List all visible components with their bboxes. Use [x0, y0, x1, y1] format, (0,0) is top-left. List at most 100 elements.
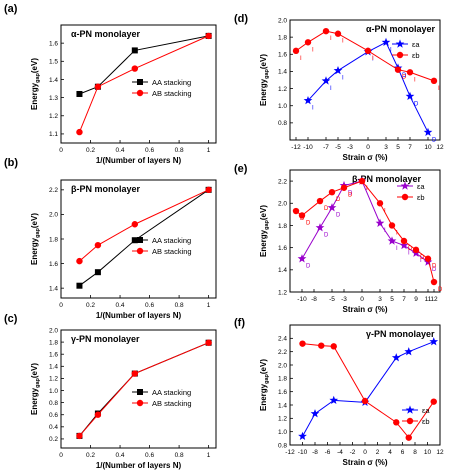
series-line-0: [307, 41, 429, 133]
data-point: [205, 32, 212, 40]
panel-label: (f): [234, 317, 245, 329]
data-point: [298, 212, 306, 219]
y-tick-label: 1.8: [278, 376, 287, 383]
data-point: [429, 337, 439, 346]
y-tick-label: 1.4: [49, 285, 58, 292]
panel-label: (d): [234, 13, 248, 25]
x-tick-label: -12: [285, 449, 295, 456]
chart-title: β-PN monolayer: [352, 174, 422, 184]
panel-label: (e): [234, 163, 248, 175]
y-tick-label: 2.2: [278, 178, 287, 185]
data-point: [361, 397, 369, 405]
y-tick-label: 1.6: [49, 352, 58, 359]
data-point: [318, 342, 325, 349]
x-axis-title: Strain σ (%): [342, 153, 387, 162]
data-point: [423, 127, 433, 137]
x-tick-label: 2: [376, 449, 380, 456]
x-tick-label: -10: [297, 296, 307, 303]
x-axis-title: Strain σ (%): [342, 305, 387, 314]
legend-label: AB stacking: [152, 399, 192, 408]
x-tick-label: 0.2: [86, 452, 95, 459]
data-point: [393, 419, 400, 426]
point-label: I: [396, 246, 398, 252]
y-tick-label: 1.2: [49, 376, 58, 383]
x-tick-label: 8: [413, 449, 417, 456]
x-axis-title: 1/(Number of layers N): [96, 461, 182, 470]
data-point: [76, 128, 83, 136]
data-point: [424, 255, 432, 262]
y-tick-label: 1.4: [49, 364, 58, 371]
series-line-1: [79, 342, 209, 437]
series-line-1: [79, 189, 209, 262]
x-tick-label: 12: [436, 144, 444, 151]
x-tick-label: 3: [384, 144, 388, 151]
data-point: [94, 83, 102, 90]
x-tick-label: -10: [298, 449, 308, 456]
chart-panel-d: (d) α-PN monolayer -12 -10 -7 -5 -3 0 3 5 7 10 12 0.8…: [234, 13, 444, 162]
data-point: [394, 66, 402, 73]
point-label: D: [432, 267, 437, 273]
data-point: [94, 411, 102, 418]
x-tick-label: -8: [312, 449, 318, 456]
point-label: D: [336, 197, 341, 203]
y-tick-label: 1.6: [49, 261, 58, 268]
point-label: I: [312, 47, 314, 53]
y-axis-title: Energygap(eV): [259, 359, 270, 411]
y-tick-label: 1.4: [278, 69, 287, 76]
data-point: [333, 65, 343, 75]
data-point: [430, 398, 437, 405]
x-tick-label: 0.6: [145, 452, 154, 459]
x-tick-label: 0.4: [116, 147, 125, 154]
y-tick-label: 2.0: [278, 362, 287, 369]
data-point: [328, 188, 336, 196]
point-label: I: [330, 36, 332, 42]
point-label: D: [420, 255, 425, 261]
data-point: [404, 347, 414, 356]
data-point: [322, 27, 330, 35]
chart-title: γ-PN monolayer: [71, 334, 140, 344]
x-axis-title: Strain σ (%): [342, 458, 387, 467]
data-point: [131, 221, 139, 228]
y-tick-label: 1.6: [278, 52, 287, 59]
data-point: [358, 177, 366, 185]
data-point: [327, 203, 337, 212]
plot-frame: [60, 329, 217, 449]
y-tick-label: 1.2: [49, 113, 58, 120]
data-point: [205, 339, 212, 346]
chart-title: β-PN monolayer: [71, 184, 141, 194]
y-tick-label: 1.2: [278, 416, 287, 423]
point-label: I: [384, 228, 386, 234]
legend-label: AB stacking: [152, 89, 192, 98]
data-point: [399, 240, 409, 250]
point-label: D: [306, 220, 311, 226]
series-line-1: [295, 180, 435, 283]
x-tick-label: -3: [347, 144, 353, 151]
x-tick-label: 9: [414, 296, 418, 303]
chart-panel-e: (e) β-PN monolayer -10 -8 -5 -3 0 3 5 7 9 11 12 1.2 1.…: [234, 163, 443, 314]
point-label: I: [390, 47, 392, 53]
x-tick-label: -4: [337, 449, 343, 456]
x-tick-label: -3: [341, 296, 347, 303]
point-label: D: [348, 193, 353, 199]
point-label: D: [438, 287, 443, 293]
x-tick-label: -7: [323, 144, 329, 151]
legend-marker: [400, 181, 410, 190]
series-line-0: [79, 35, 209, 95]
legend-marker: [406, 417, 414, 425]
legend-marker: [137, 389, 143, 395]
data-point: [316, 197, 324, 205]
series-line-0: [302, 341, 434, 437]
y-tick-label: 0.8: [278, 120, 287, 127]
y-tick-label: 2.0: [278, 17, 287, 24]
y-tick-label: 1.5: [49, 59, 58, 66]
x-tick-label: 0.2: [86, 302, 95, 309]
data-point: [94, 269, 101, 276]
point-label: D: [408, 246, 413, 252]
data-point: [292, 47, 300, 55]
data-point: [76, 432, 83, 440]
legend-label: AA stacking: [152, 388, 191, 397]
legend-label: εb: [417, 193, 425, 202]
chart-panel-f: (f) γ-PN monolayer -12 -10 -8 -6 -4 -2 0 2 4 6 8 10 12…: [234, 317, 444, 467]
point-label: D: [324, 206, 329, 212]
x-tick-label: 10: [424, 449, 432, 456]
